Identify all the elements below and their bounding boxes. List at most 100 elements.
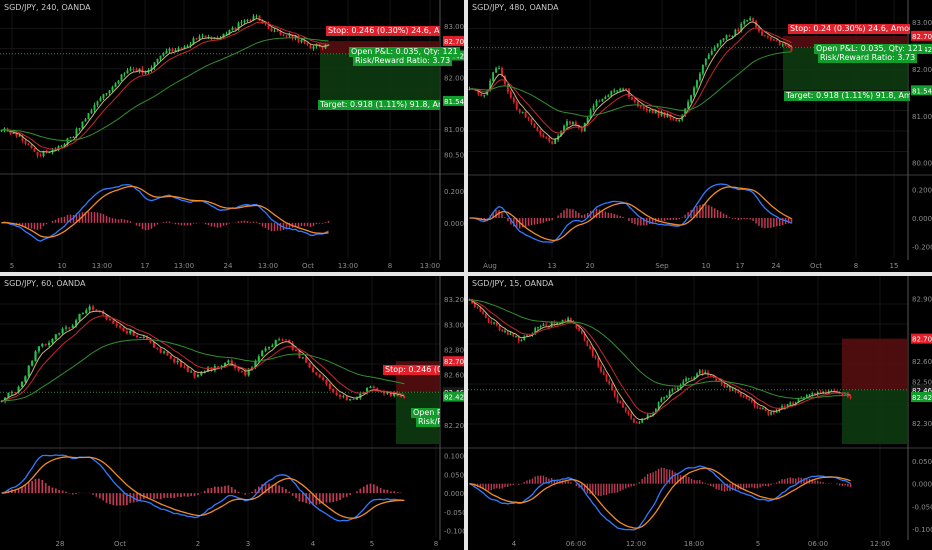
candle-body — [731, 389, 734, 391]
candle-body — [66, 138, 69, 145]
candle-body — [636, 101, 639, 107]
candle-body — [282, 34, 285, 36]
candle-body — [231, 28, 234, 31]
candle-body — [589, 110, 592, 119]
candle-body — [715, 376, 718, 381]
candle-body — [366, 388, 369, 393]
candle-body — [803, 397, 805, 399]
candle-body — [21, 135, 24, 141]
macd-line — [1, 184, 329, 242]
candle-body — [132, 68, 135, 70]
candle-body — [7, 393, 10, 398]
candle-body — [183, 46, 186, 49]
candle-body — [489, 80, 492, 91]
candle-body — [742, 395, 745, 397]
candle-body — [790, 46, 793, 52]
candle-body — [81, 313, 84, 315]
x-tick-label: 20 — [586, 262, 595, 270]
candle-body — [772, 412, 775, 414]
price-tick-label: 81.000 — [912, 113, 932, 121]
candle-body — [123, 73, 126, 75]
candle-body — [633, 99, 636, 102]
candle-body — [523, 336, 526, 341]
candle-body — [542, 324, 545, 326]
candle-body — [142, 336, 145, 338]
candle-body — [764, 407, 767, 412]
candle-body — [745, 395, 748, 399]
candle-body — [595, 100, 598, 106]
candle-body — [542, 134, 545, 138]
candle-body — [198, 36, 201, 40]
price-tick-label: 82.600 — [444, 372, 464, 380]
candle-body — [811, 393, 814, 395]
candle-body — [288, 339, 291, 343]
candle-body — [830, 390, 833, 392]
chart-svg-60[interactable]: 83.20083.00082.80082.70782.60082.46182.4… — [0, 276, 464, 550]
candle-body — [568, 121, 571, 125]
candle-body — [506, 84, 509, 92]
candle-body — [476, 307, 479, 309]
candle-body — [690, 95, 693, 102]
candle-body — [300, 39, 303, 42]
signal-line — [469, 186, 792, 242]
candle-body — [325, 379, 328, 384]
chart-panel-60[interactable]: 83.20083.00082.80082.70782.60082.46182.4… — [0, 276, 464, 550]
candle-body — [787, 45, 790, 47]
chart-title: SGD/JPY, 480, OANDA — [472, 3, 559, 12]
chart-panel-240[interactable]: 83.00082.70782.46182.42682.00081.54381.0… — [0, 0, 464, 272]
chart-panel-480[interactable]: 83.00082.70782.46182.42682.00081.54381.0… — [468, 0, 932, 272]
candle-body — [728, 35, 731, 37]
candle-body — [527, 117, 530, 119]
x-tick-label: 12:00 — [870, 540, 890, 548]
candle-body — [78, 313, 81, 321]
chart-panel-15[interactable]: 82.900 82.707 82.600 82.50082.46182.426 82.3… — [468, 276, 932, 550]
candle-body — [605, 374, 608, 381]
candle-body — [69, 137, 72, 139]
candle-body — [533, 123, 536, 128]
price-tick-label: 82.707 — [912, 336, 932, 344]
candle-body — [301, 357, 304, 359]
candle-body — [567, 317, 569, 322]
candle-body — [672, 118, 675, 120]
candle-body — [382, 391, 386, 394]
candle-body — [261, 350, 264, 357]
candle-body — [748, 398, 751, 400]
chart-svg-15[interactable]: 82.900 82.707 82.600 82.50082.46182.426 82.3… — [468, 276, 932, 550]
candle-body — [278, 339, 281, 341]
macd-line — [469, 465, 851, 531]
candle-body — [675, 119, 678, 122]
candle-body — [479, 307, 482, 312]
candle-body — [734, 29, 737, 36]
candle-body — [153, 62, 156, 68]
candle-body — [180, 48, 183, 50]
candle-body — [95, 309, 98, 311]
price-tick-label: 82.900 — [912, 296, 932, 304]
candle-body — [693, 376, 696, 379]
candle-body — [276, 30, 279, 32]
candle-body — [288, 34, 291, 37]
candle-body — [526, 335, 528, 337]
candle-body — [539, 130, 542, 135]
price-tick-label: 82.800 — [444, 347, 464, 355]
candle-body — [731, 35, 734, 37]
candle-body — [177, 48, 180, 51]
chart-svg-240[interactable]: 83.00082.70782.46182.42682.00081.54381.0… — [0, 0, 464, 272]
candle-body — [102, 94, 105, 99]
candle-body — [509, 91, 512, 98]
panel-divider-horizontal[interactable] — [0, 272, 932, 276]
candle-body — [355, 398, 359, 400]
chart-svg-480[interactable]: 83.00082.70782.46182.42682.00081.54381.0… — [468, 0, 932, 272]
candle-body — [600, 366, 602, 372]
candle-body — [222, 33, 225, 38]
candle-body — [57, 146, 60, 150]
candle-body — [676, 387, 679, 390]
candle-body — [627, 411, 630, 415]
candle-body — [630, 414, 633, 419]
target-label: Target: 0.918 (1.11%) 91.8, Amount: 1 — [784, 91, 910, 101]
signal-line — [1, 456, 405, 519]
candle-body — [139, 337, 142, 339]
